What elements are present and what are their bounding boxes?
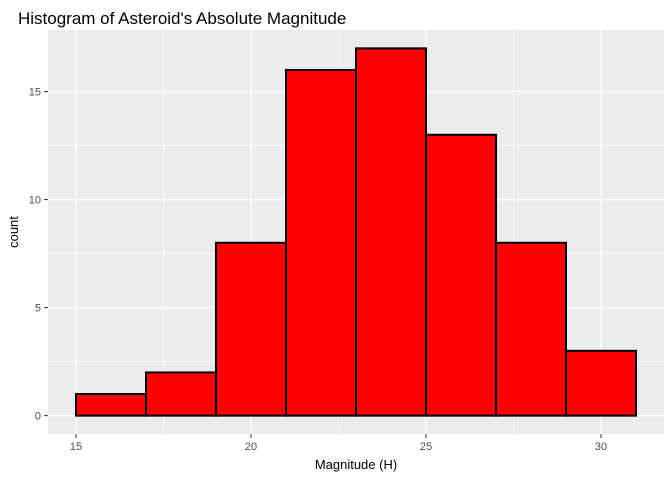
histogram-bar-6 [425,133,497,417]
histogram-bar-5 [355,47,427,417]
x-tick-label-30: 30 [595,441,607,453]
x-tick-label-15: 15 [70,441,82,453]
y-tick-label-0: 0 [35,411,41,423]
y-axis-title: count [6,216,21,248]
y-axis-ticks: 0 5 10 15 [29,87,48,423]
histogram-bar-4 [285,68,357,417]
chart-title: Histogram of Asteroid's Absolute Magnitu… [18,9,346,28]
x-axis-ticks: 15 20 25 30 [70,434,607,453]
x-axis-title: Magnitude (H) [315,457,397,472]
histogram-bar-3 [215,241,287,417]
histogram-bars [75,47,637,417]
x-tick-label-25: 25 [420,441,432,453]
histogram-bar-7 [495,241,567,417]
histogram-bar-1 [75,393,147,417]
histogram-bar-2 [145,371,217,417]
x-tick-label-20: 20 [245,441,257,453]
y-tick-label-10: 10 [29,195,41,207]
y-tick-label-15: 15 [29,87,41,99]
histogram-bar-8 [565,349,637,417]
y-tick-label-5: 5 [35,303,41,315]
